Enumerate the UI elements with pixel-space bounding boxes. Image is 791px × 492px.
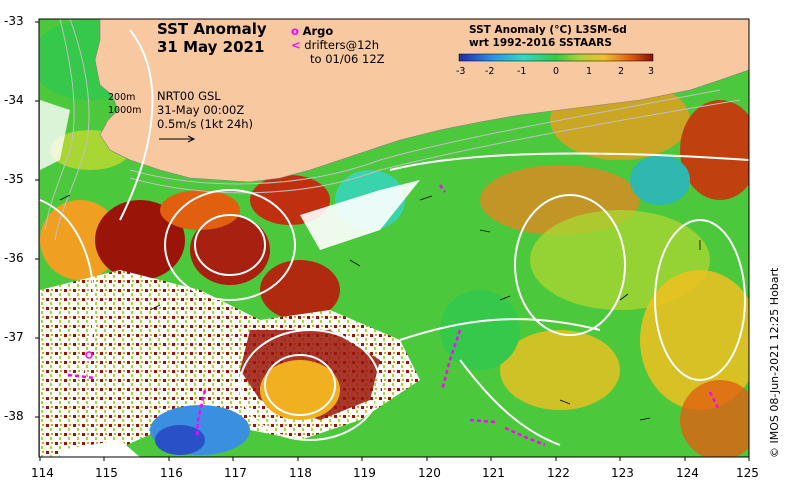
colorbar-tick: 0	[553, 66, 560, 77]
contour-label-1000m: 1000m	[108, 105, 142, 116]
argo-legend-label: Argo	[302, 24, 334, 38]
missing-data-region	[40, 100, 420, 457]
argo-float-marker	[85, 351, 93, 359]
imos-credit: © IMOS 08-Jun-2021 12:25 Hobart	[768, 267, 781, 458]
y-tick-label: -35	[4, 172, 24, 186]
colorbar-tick: 2	[618, 66, 625, 77]
y-tick-label: -38	[4, 409, 24, 423]
current-scale-label: 0.5m/s (1kt 24h)	[157, 117, 254, 131]
bathymetry-legend: 200m 1000m	[108, 91, 141, 117]
x-tick-label: 124	[676, 466, 699, 480]
drifter-legend-symbol: <	[291, 38, 301, 52]
colorbar-tick: -1	[517, 66, 527, 77]
x-tick-label: 122	[547, 466, 570, 480]
current-arrows	[59, 194, 701, 421]
x-tick-label: 115	[95, 466, 118, 480]
current-product-label: NRT00 GSL	[157, 89, 221, 103]
colorbar-title-1: SST Anomaly (°C) L3SM-6d	[469, 24, 627, 36]
x-tick-label: 123	[611, 466, 634, 480]
x-tick-label: 117	[224, 466, 247, 480]
velocity-scale-arrow	[159, 135, 196, 143]
x-tick-label: 114	[31, 466, 54, 480]
current-streamlines	[39, 29, 749, 446]
x-tick-label: 121	[482, 466, 505, 480]
title-line-1: SST Anomaly	[157, 20, 267, 38]
map-plot-area	[39, 19, 749, 457]
contour-label-200m: 200m	[108, 92, 136, 103]
drifter-legend-line-1: drifters@12h	[304, 38, 380, 52]
drifter-legend-line-2: to 01/06 12Z	[310, 52, 385, 66]
current-time-label: 31-May 00:00Z	[157, 103, 245, 117]
x-axis-ticks	[39, 457, 750, 461]
title-date: 31 May 2021	[157, 38, 265, 56]
x-tick-label: 118	[289, 466, 312, 480]
x-tick-label: 119	[353, 466, 376, 480]
current-info: NRT00 GSL 31-May 00:00Z 0.5m/s (1kt 24h)	[157, 89, 253, 131]
y-tick-label: -37	[4, 330, 24, 344]
plot-frame	[38, 18, 750, 458]
colorbar	[458, 53, 654, 62]
x-tick-label: 116	[160, 466, 183, 480]
colorbar-tick: 3	[648, 66, 655, 77]
colorbar-title-2: wrt 1992-2016 SSTAARS	[469, 37, 612, 49]
platform-legend: o Argo < drifters@12h to 01/06 12Z	[291, 24, 385, 66]
colorbar-tick: -3	[456, 66, 466, 77]
argo-legend-symbol: o	[291, 24, 299, 38]
y-tick-label: -33	[4, 14, 24, 28]
colorbar-tick: -2	[485, 66, 495, 77]
y-tick-label: -36	[4, 251, 24, 265]
colorbar-tick: 1	[586, 66, 593, 77]
map-title: SST Anomaly 31 May 2021	[157, 20, 267, 56]
x-tick-label: 120	[418, 466, 441, 480]
x-tick-label: 125	[736, 466, 759, 480]
y-tick-label: -34	[4, 93, 24, 107]
drifter-tracks	[67, 184, 720, 447]
y-axis-ticks	[35, 21, 39, 418]
